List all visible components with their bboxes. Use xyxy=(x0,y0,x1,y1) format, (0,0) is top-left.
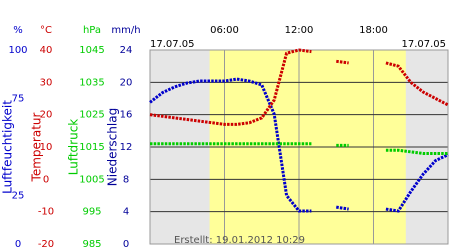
y-tick-label: 1045 xyxy=(79,45,104,56)
y-tick-label: 0 xyxy=(43,174,49,185)
series-line xyxy=(149,48,449,126)
y-tick-label: 1015 xyxy=(79,142,104,153)
y-tick-label: 985 xyxy=(82,239,101,250)
y-tick-label: 25 xyxy=(12,191,25,202)
y-tick-label: 8 xyxy=(123,174,129,185)
y-tick-label: 1035 xyxy=(79,77,104,88)
series-line xyxy=(150,142,448,155)
axis-unit: % xyxy=(13,25,23,36)
y-tick-label: 20 xyxy=(120,77,133,88)
footnote: Erstellt: 19.01.2012 10:29 xyxy=(174,235,305,246)
date-left: 17.07.05 xyxy=(150,39,195,50)
y-tick-label: -20 xyxy=(38,239,54,250)
axis-title: Niederschlag xyxy=(106,108,120,186)
y-tick-label: 20 xyxy=(40,110,53,121)
y-tick-label: 40 xyxy=(40,45,53,56)
date-right: 17.07.05 xyxy=(401,39,446,50)
axis-title: Temperatur xyxy=(30,112,44,182)
y-tick-label: 1025 xyxy=(79,110,104,121)
axis-title: Luftfeuchtigkeit xyxy=(1,100,15,194)
y-tick-label: 12 xyxy=(120,142,133,153)
y-tick-label: 0 xyxy=(15,239,21,250)
y-tick-label: 4 xyxy=(123,207,129,218)
series-line xyxy=(149,77,449,213)
y-tick-label: 30 xyxy=(40,77,53,88)
axis-unit: mm/h xyxy=(111,25,140,36)
y-tick-label: 1005 xyxy=(79,174,104,185)
axis-unit: °C xyxy=(40,25,52,36)
y-tick-label: 100 xyxy=(8,45,27,56)
x-tick-label: 18:00 xyxy=(359,25,388,36)
y-tick-label: 995 xyxy=(82,207,101,218)
y-tick-label: 10 xyxy=(40,142,53,153)
y-tick-label: 24 xyxy=(120,45,133,56)
y-tick-label: 16 xyxy=(120,110,133,121)
x-tick-label: 06:00 xyxy=(210,25,239,36)
axis-unit: hPa xyxy=(83,25,101,36)
y-tick-label: 75 xyxy=(12,94,25,105)
x-tick-label: 12:00 xyxy=(285,25,314,36)
axis-title: Luftdruck xyxy=(67,119,81,176)
y-tick-label: -10 xyxy=(38,207,54,218)
y-tick-label: 0 xyxy=(123,239,129,250)
